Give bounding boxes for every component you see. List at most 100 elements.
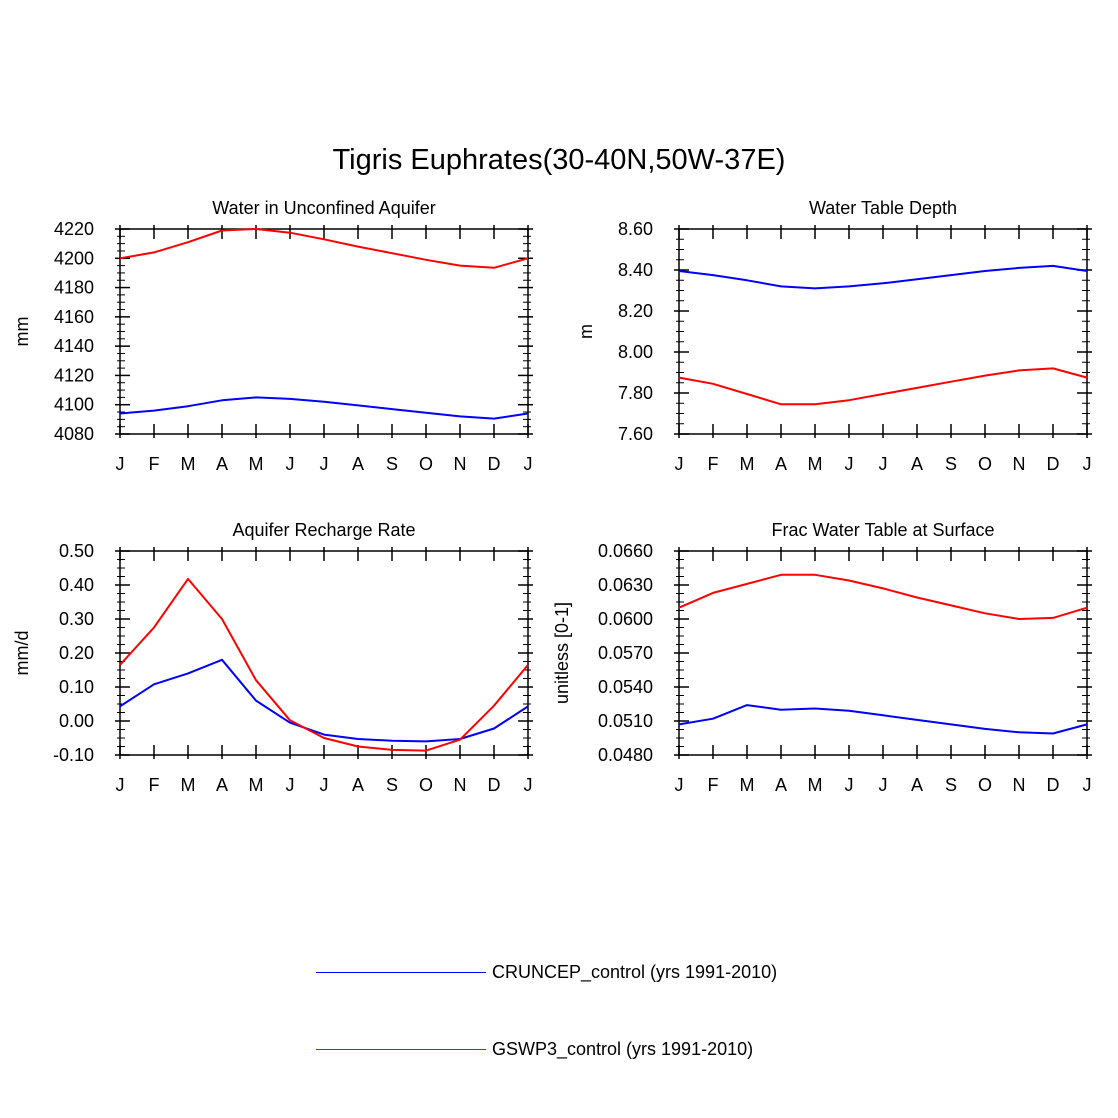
y-tick-label: 0.0660 [598,541,653,561]
x-tick-label: M [740,775,755,795]
x-tick-label: J [116,775,125,795]
x-tick-label: J [320,775,329,795]
series-line-gswp3 [119,577,529,752]
y-tick-label: 0.0600 [598,609,653,629]
x-tick-label: N [1013,775,1026,795]
y-tick-label: 4140 [54,336,94,356]
y-tick-label: 4160 [54,307,94,327]
series-line-gswp3 [678,573,1088,620]
y-axis-label: m [576,324,596,339]
y-tick-label: 0.0630 [598,575,653,595]
x-tick-label: J [286,454,295,474]
chart-panel-4: Frac Water Table at Surface unitless [0-1… [552,520,1092,795]
x-tick-label: A [775,775,787,795]
x-tick-label: D [1047,454,1060,474]
x-tick-label: A [216,454,228,474]
x-tick-label: J [845,454,854,474]
y-tick-label: 4200 [54,248,94,268]
x-tick-label: F [708,454,719,474]
y-tick-label: 7.60 [618,424,653,444]
y-tick-label: 0.0540 [598,677,653,697]
panel-title: Aquifer Recharge Rate [232,520,415,540]
x-tick-label: A [352,454,364,474]
x-tick-label: J [524,454,533,474]
x-tick-label: D [488,454,501,474]
series-line-cruncep [119,658,529,743]
panel-title: Water Table Depth [809,198,957,218]
x-tick-label: J [524,775,533,795]
legend-line-cruncep [316,972,486,973]
y-tick-label: 0.0570 [598,643,653,663]
y-tick-label: 8.60 [618,219,653,239]
x-tick-label: J [675,454,684,474]
y-tick-label: 0.10 [59,677,94,697]
y-tick-label: 7.80 [618,383,653,403]
plot-frame [678,550,1088,756]
x-tick-label: J [116,454,125,474]
x-tick-label: M [181,775,196,795]
x-tick-label: A [775,454,787,474]
panel-title: Frac Water Table at Surface [771,520,994,540]
y-tick-label: 4120 [54,365,94,385]
panel-title: Water in Unconfined Aquifer [212,198,435,218]
y-tick-label: -0.10 [53,745,94,765]
x-tick-label: A [911,454,923,474]
y-tick-label: 0.00 [59,711,94,731]
y-axis-label: mm [12,317,32,347]
x-tick-label: F [708,775,719,795]
figure-title: Tigris Euphrates(30-40N,50W-37E) [332,144,786,176]
x-tick-label: S [386,775,398,795]
x-tick-label: J [879,454,888,474]
x-tick-label: M [181,454,196,474]
y-tick-label: 8.20 [618,301,653,321]
x-tick-label: J [286,775,295,795]
x-tick-label: J [320,454,329,474]
legend-label-gswp3: GSWP3_control (yrs 1991-2010) [492,1039,754,1059]
x-tick-label: A [911,775,923,795]
x-tick-label: J [1083,454,1092,474]
x-tick-label: M [808,454,823,474]
x-tick-label: M [249,454,264,474]
y-tick-label: 0.20 [59,643,94,663]
x-tick-label: J [845,775,854,795]
plot-frame [119,228,529,435]
y-tick-label: 0.0510 [598,711,653,731]
x-tick-label: N [454,454,467,474]
x-tick-label: O [419,775,433,795]
x-tick-label: N [454,775,467,795]
y-tick-label: 4180 [54,278,94,298]
x-tick-label: A [216,775,228,795]
series-line-cruncep [678,704,1088,735]
y-axis-label: mm/d [12,631,32,676]
x-tick-label: F [149,775,160,795]
y-tick-label: 8.40 [618,260,653,280]
x-tick-label: J [879,775,888,795]
x-tick-label: M [740,454,755,474]
x-tick-label: D [488,775,501,795]
x-tick-label: D [1047,775,1060,795]
y-tick-label: 0.50 [59,541,94,561]
plot-frame [119,550,529,756]
x-tick-label: S [945,775,957,795]
series-line-cruncep [119,396,529,420]
x-tick-label: F [149,454,160,474]
x-tick-label: N [1013,454,1026,474]
y-tick-label: 4080 [54,424,94,444]
plot-frame [678,228,1088,435]
y-tick-label: 8.00 [618,342,653,362]
x-tick-label: J [1083,775,1092,795]
x-tick-label: M [249,775,264,795]
y-tick-label: 0.0480 [598,745,653,765]
x-tick-label: A [352,775,364,795]
x-tick-label: O [978,775,992,795]
x-tick-label: S [386,454,398,474]
x-tick-label: O [978,454,992,474]
series-line-gswp3 [119,228,529,269]
y-tick-label: 4100 [54,395,94,415]
x-tick-label: S [945,454,957,474]
x-tick-label: J [675,775,684,795]
y-tick-label: 0.30 [59,609,94,629]
